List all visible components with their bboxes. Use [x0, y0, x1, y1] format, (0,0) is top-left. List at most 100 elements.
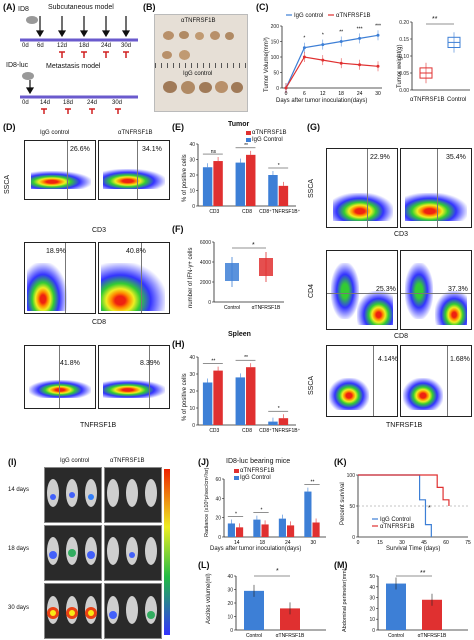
tumor-sample: [163, 31, 174, 40]
flow-pct: 26.6%: [70, 146, 90, 153]
panel-l-label: (L): [198, 560, 210, 570]
h-bar: [235, 377, 246, 425]
day-label: 12d: [57, 43, 68, 49]
tumor-sample: [162, 51, 172, 59]
c-box-y-tick-label: 0.20: [399, 20, 409, 26]
tumor-sample: [195, 32, 204, 40]
c-x-tick-label: 18: [338, 91, 344, 97]
l-ylabel: Ascites volume(ml): [206, 573, 212, 624]
panel-b-label: (B): [143, 2, 156, 12]
flow-density: [103, 380, 165, 398]
e-y-tick-label: 30: [189, 158, 195, 164]
e-bar: [202, 167, 213, 206]
flow-pct: 4.14%: [378, 356, 398, 363]
j-x-tick-label: 18: [259, 540, 265, 546]
h-x-tick-label: CD8: [242, 428, 252, 434]
gate-line: [367, 149, 368, 227]
i-row3: 30 days: [8, 605, 30, 611]
flow-plot: [326, 148, 398, 228]
flow-pct: 34.1%: [142, 146, 162, 153]
flow-pct: 37.3%: [448, 286, 468, 293]
e-bar: [213, 161, 223, 206]
e-y-tick-label: 20: [189, 173, 195, 179]
m-y-tick-label: 20: [369, 606, 375, 612]
flow-plot: [24, 242, 96, 314]
j-legend-anti: αTNFRSF1B: [240, 468, 275, 474]
g-row1-y: SSCA: [308, 178, 315, 198]
h-ylabel: % of positive cells: [182, 373, 188, 421]
panel-j-chart: 0 20 40 60 14 * 18 * 24 30 **: [215, 469, 326, 546]
flow-pct: 22.9%: [370, 154, 390, 161]
panel-j-label: (J): [198, 457, 209, 467]
c-y-tick-label: 0: [276, 86, 279, 92]
k-x-tick-label: 30: [399, 540, 405, 546]
flow-plot: [98, 242, 170, 314]
tumor-sample: [215, 81, 228, 93]
panel-f-chart: 0 2000 4000 6000 Control αTNFRSF1B: [200, 240, 284, 311]
h-y-tick-label: 0: [192, 423, 195, 429]
f-y-tick-label: 6000: [200, 240, 211, 246]
m-y-tick-label: 50: [369, 574, 375, 580]
gate-line: [141, 243, 142, 313]
flow-density: [27, 263, 67, 311]
c-sig: **: [339, 30, 343, 36]
k-xlabel: Survival Time (days): [386, 546, 441, 552]
gate-line: [59, 346, 60, 408]
panel-i-label: (I): [8, 457, 17, 467]
panel-l: (L) 0 10 20 30 40 Control αTNFRSF1B Ascites vo…: [196, 558, 330, 640]
j-bar: [312, 522, 320, 537]
c-sig: *: [303, 36, 305, 42]
gate-line: [65, 243, 66, 313]
gate-line: [137, 141, 138, 199]
day-label: 18d: [79, 43, 90, 49]
panel-f-label: (F): [172, 224, 184, 234]
flow-density: [333, 193, 393, 221]
c-x-tick-label: 12: [320, 91, 326, 97]
e-sig: ns: [211, 149, 217, 155]
j-xlabel: Days after tumor inoculation(days): [210, 546, 302, 552]
h-title: Spleen: [228, 331, 251, 338]
c-y-tick-label: 200: [271, 24, 280, 30]
e-legend-igg: IgG Control: [252, 137, 283, 143]
day-label: 0d: [22, 100, 29, 106]
h-x-tick-label: CD8⁺TNFRSF1B⁺: [259, 428, 300, 434]
i-col1: IgG control: [60, 458, 90, 464]
day-label: 30d: [121, 43, 132, 49]
gate-line: [437, 149, 438, 227]
l-y-tick-label: 20: [227, 601, 233, 607]
j-sig: *: [235, 511, 237, 517]
legend-anti: αTNFRSF1B: [336, 13, 371, 19]
panel-c: (C) 0 50 100 150 200 0 6 12 18 24 30 * * ** *** *** 0.00…: [252, 0, 474, 115]
flow-density: [101, 263, 165, 311]
legend-igg: IgG control: [294, 13, 324, 19]
h-y-tick-label: 10: [189, 406, 195, 412]
tumor-sample: [181, 81, 195, 94]
flow-plot: [400, 250, 472, 330]
j-sig: **: [311, 480, 315, 486]
k-x-tick-label: 60: [443, 540, 449, 546]
j-bar: [253, 519, 261, 537]
flow-pct: 8.39%: [140, 360, 160, 367]
tumor-sample: [163, 81, 177, 93]
e-ylabel: % of positive cells: [182, 154, 188, 202]
e-bar: [268, 175, 278, 206]
c-xlabel: Days after tumor inoculation(days): [276, 98, 368, 104]
day-label: 6d: [37, 43, 44, 49]
ivis-overlay: [47, 469, 170, 635]
c-y-tick-label: 100: [271, 55, 280, 61]
h-y-tick-label: 20: [189, 389, 195, 395]
day-label: 24d: [101, 43, 112, 49]
flow-plot: [326, 250, 398, 330]
d-row2-x: CD8: [92, 319, 107, 326]
k-y-tick-label: 100: [347, 473, 356, 479]
d-row1-x: CD3: [92, 227, 107, 234]
e-x-tick-label: CD3: [209, 209, 219, 215]
flow-plot: [98, 140, 170, 200]
l-y-tick-label: 0: [230, 628, 233, 634]
j-bar: [261, 524, 269, 537]
panel-m-label: (M): [334, 560, 348, 570]
panel-h: (H) Spleen 0 10 20 30 40 CD3 ** CD8 ** CD8⁺TNFRSF…: [170, 325, 300, 443]
m-y-tick-label: 10: [369, 617, 375, 623]
c-sig: *: [322, 33, 324, 39]
panel-e: (E) Tumor αTNFRSF1B IgG Control 0 10 20 30 4…: [170, 120, 300, 222]
